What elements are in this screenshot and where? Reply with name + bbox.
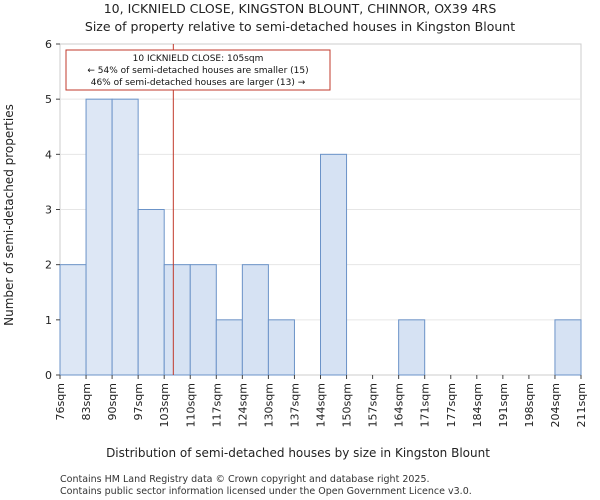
annotation-larger: 46% of semi-detached houses are larger (… xyxy=(91,78,306,88)
bar-204sqm xyxy=(554,319,582,376)
annotation-box: 10 ICKNIELD CLOSE: 105sqm ← 54% of semi-… xyxy=(65,49,331,91)
x-tick-label: 76sqm xyxy=(54,383,67,420)
bar-103sqm xyxy=(163,264,191,376)
annotation-frame xyxy=(65,49,331,91)
bar-110sqm xyxy=(189,264,217,376)
bar-124sqm xyxy=(241,264,269,376)
x-axis-label: Distribution of semi-detached houses by … xyxy=(106,446,490,460)
x-tick-label: 191sqm xyxy=(497,383,510,427)
footer-line-2: Contains public sector information licen… xyxy=(60,486,472,497)
footer-line-1: Contains HM Land Registry data © Crown c… xyxy=(60,474,430,485)
x-tick-label: 184sqm xyxy=(471,383,484,427)
y-tick-label: 5 xyxy=(45,93,52,106)
x-tick-label: 164sqm xyxy=(393,383,406,427)
bar-76sqm xyxy=(59,264,87,376)
bar-117sqm xyxy=(215,319,243,376)
y-tick-label: 4 xyxy=(45,148,52,161)
chart-subtitle: Size of property relative to semi-detach… xyxy=(85,19,515,34)
x-ticks-group: 76sqm 83sqm 90sqm 97sqm 103sqm 110sqm 117sqm 12… xyxy=(54,375,588,427)
y-tick-label: 6 xyxy=(45,38,52,51)
y-tick-label: 3 xyxy=(45,204,52,217)
x-tick-label: 144sqm xyxy=(315,383,328,427)
x-tick-label: 103sqm xyxy=(158,383,171,427)
y-ticks-group: 0 1 2 3 4 5 6 xyxy=(45,38,60,382)
y-tick-label: 1 xyxy=(45,314,52,327)
chart-title: 10, ICKNIELD CLOSE, KINGSTON BLOUNT, CHI… xyxy=(104,1,497,16)
bar-97sqm xyxy=(137,209,165,376)
x-tick-label: 211sqm xyxy=(575,383,588,427)
x-tick-label: 124sqm xyxy=(236,383,249,427)
x-tick-label: 171sqm xyxy=(419,383,432,427)
x-tick-label: 157sqm xyxy=(367,383,380,427)
x-tick-label: 137sqm xyxy=(288,383,301,427)
bar-90sqm xyxy=(111,98,139,376)
x-tick-label: 97sqm xyxy=(132,383,145,420)
x-tick-label: 177sqm xyxy=(445,383,458,427)
bar-83sqm xyxy=(85,98,113,376)
x-tick-label: 198sqm xyxy=(523,383,536,427)
annotation-smaller: ← 54% of semi-detached houses are smalle… xyxy=(87,66,308,76)
bar-164sqm xyxy=(398,319,426,376)
x-tick-label: 204sqm xyxy=(549,383,562,427)
y-tick-label: 2 xyxy=(45,259,52,272)
y-axis-label: Number of semi-detached properties xyxy=(2,104,16,326)
bar-144sqm xyxy=(320,153,348,376)
x-tick-label: 90sqm xyxy=(106,383,119,420)
x-tick-label: 130sqm xyxy=(262,383,275,427)
y-tick-label: 0 xyxy=(45,369,52,382)
x-tick-label: 110sqm xyxy=(184,383,197,427)
annotation-title: 10 ICKNIELD CLOSE: 105sqm xyxy=(133,54,264,64)
x-tick-label: 117sqm xyxy=(210,383,223,427)
x-tick-label: 150sqm xyxy=(341,383,354,427)
x-tick-label: 83sqm xyxy=(80,383,93,420)
bar-130sqm xyxy=(267,319,295,376)
